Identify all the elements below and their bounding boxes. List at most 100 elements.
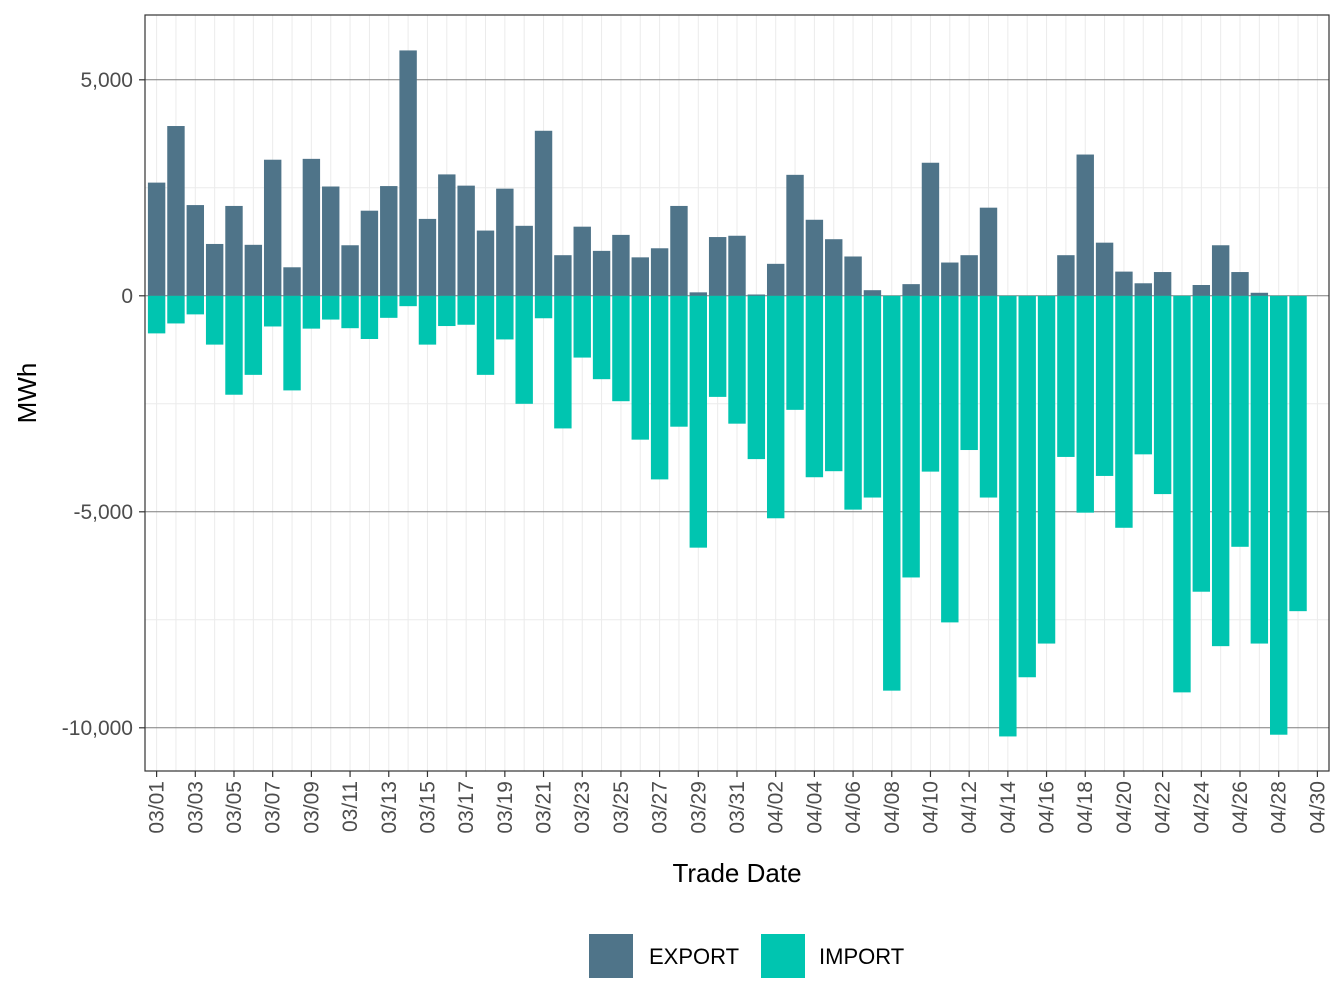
x-tick-label: 04/22 xyxy=(1152,781,1175,834)
bar-export-04-20 xyxy=(1115,271,1133,296)
x-tick-label: 03/31 xyxy=(726,781,749,834)
x-tick-label: 03/13 xyxy=(378,781,401,834)
bar-import-04-06 xyxy=(844,295,862,510)
bar-import-04-02 xyxy=(766,295,785,519)
x-tick-label: 04/10 xyxy=(919,781,942,834)
bar-export-03-26 xyxy=(631,257,649,296)
bar-import-04-03 xyxy=(786,295,804,410)
bar-import-03-09 xyxy=(302,295,321,329)
bar-export-04-06 xyxy=(844,256,862,296)
bar-import-04-05 xyxy=(825,295,843,472)
bar-import-03-26 xyxy=(631,295,649,440)
x-tick-label: 04/30 xyxy=(1306,781,1329,834)
bar-export-03-13 xyxy=(380,186,398,296)
bar-import-03-28 xyxy=(670,295,688,427)
legend: EXPORT IMPORT xyxy=(589,934,904,978)
bar-import-03-30 xyxy=(708,295,727,397)
bar-export-04-17 xyxy=(1057,255,1075,296)
x-tick-label: 04/26 xyxy=(1229,781,1252,834)
bar-import-03-13 xyxy=(380,295,398,318)
bar-import-03-19 xyxy=(496,295,514,340)
x-tick-label: 03/15 xyxy=(416,781,439,834)
x-tick-label: 03/27 xyxy=(649,781,672,834)
bar-export-04-01 xyxy=(747,294,766,296)
bar-import-03-08 xyxy=(283,295,301,391)
x-tick-label: 04/14 xyxy=(997,781,1020,834)
bar-export-04-02 xyxy=(766,263,785,296)
bar-export-03-16 xyxy=(438,174,456,296)
bar-export-04-19 xyxy=(1095,242,1114,296)
x-tick-label: 03/29 xyxy=(687,781,710,834)
x-tick-label: 03/09 xyxy=(300,781,323,834)
bar-import-03-15 xyxy=(418,295,437,345)
bar-export-03-03 xyxy=(186,205,205,296)
bar-export-03-30 xyxy=(708,237,727,296)
x-tick-label: 03/07 xyxy=(262,781,285,834)
bar-export-03-06 xyxy=(244,244,263,296)
bar-export-04-24 xyxy=(1192,285,1211,296)
bar-export-03-09 xyxy=(302,158,321,296)
bar-import-04-25 xyxy=(1211,295,1230,647)
legend-key-import xyxy=(761,934,805,978)
bar-export-04-11 xyxy=(941,262,959,296)
bar-import-04-22 xyxy=(1153,295,1172,495)
bar-export-04-25 xyxy=(1211,245,1230,296)
bar-export-04-12 xyxy=(960,255,978,296)
x-tick-label: 03/05 xyxy=(223,781,246,834)
x-tick-label: 03/25 xyxy=(610,781,633,834)
bar-import-04-07 xyxy=(863,295,882,498)
bar-export-03-19 xyxy=(496,188,514,296)
x-tick-label: 03/03 xyxy=(184,781,207,834)
bar-import-03-04 xyxy=(205,295,224,345)
bar-import-03-11 xyxy=(341,295,359,329)
bar-export-03-21 xyxy=(534,130,553,296)
legend-label-export: EXPORT xyxy=(649,944,739,969)
bar-export-04-10 xyxy=(921,162,940,296)
bar-import-04-08 xyxy=(883,295,901,691)
bar-export-03-24 xyxy=(592,250,611,296)
x-tick-label: 03/17 xyxy=(455,781,478,834)
bar-export-04-05 xyxy=(825,239,843,296)
x-axis: 03/01 03/03 03/05 03/07 03/09 03/11 03/13 03/15… xyxy=(146,771,1329,834)
y-axis: 5,000 0 -5,000 -10,000 xyxy=(62,69,145,740)
x-tick-label: 03/19 xyxy=(494,781,517,834)
bar-import-03-25 xyxy=(612,295,630,402)
legend-label-import: IMPORT xyxy=(819,944,904,969)
bar-export-03-25 xyxy=(612,234,630,296)
x-tick-label: 03/11 xyxy=(339,781,362,832)
bar-import-04-26 xyxy=(1231,295,1249,547)
bar-export-04-18 xyxy=(1076,154,1094,296)
bar-import-04-27 xyxy=(1250,295,1269,644)
bar-import-04-13 xyxy=(979,295,998,498)
bar-import-03-23 xyxy=(573,295,591,358)
bar-import-03-06 xyxy=(244,295,263,375)
bar-import-03-27 xyxy=(650,295,669,480)
bar-export-03-28 xyxy=(670,205,688,296)
bar-export-03-18 xyxy=(476,230,495,296)
bar-import-03-22 xyxy=(554,295,572,429)
bar-import-04-10 xyxy=(921,295,940,472)
x-tick-label: 04/06 xyxy=(842,781,865,834)
bar-import-04-11 xyxy=(941,295,959,623)
bar-import-03-16 xyxy=(438,295,456,327)
bar-export-03-23 xyxy=(573,226,591,296)
x-tick-label: 04/04 xyxy=(803,781,826,834)
bar-import-03-29 xyxy=(689,295,708,548)
bar-export-03-22 xyxy=(554,255,572,296)
x-tick-label: 04/20 xyxy=(1113,781,1136,834)
bar-import-04-20 xyxy=(1115,295,1133,528)
bar-export-04-09 xyxy=(902,284,920,296)
bar-export-04-22 xyxy=(1153,272,1172,296)
bar-import-04-17 xyxy=(1057,295,1075,457)
bar-export-04-26 xyxy=(1231,272,1249,296)
bar-export-03-17 xyxy=(457,185,475,296)
x-tick-label: 04/18 xyxy=(1074,781,1097,834)
bar-import-03-18 xyxy=(476,295,495,375)
x-tick-label: 04/28 xyxy=(1268,781,1291,834)
bar-import-03-02 xyxy=(167,295,185,324)
bar-import-03-24 xyxy=(592,295,611,380)
bar-export-03-01 xyxy=(147,182,166,296)
bar-import-04-29 xyxy=(1289,295,1307,612)
bar-export-03-15 xyxy=(418,218,437,296)
